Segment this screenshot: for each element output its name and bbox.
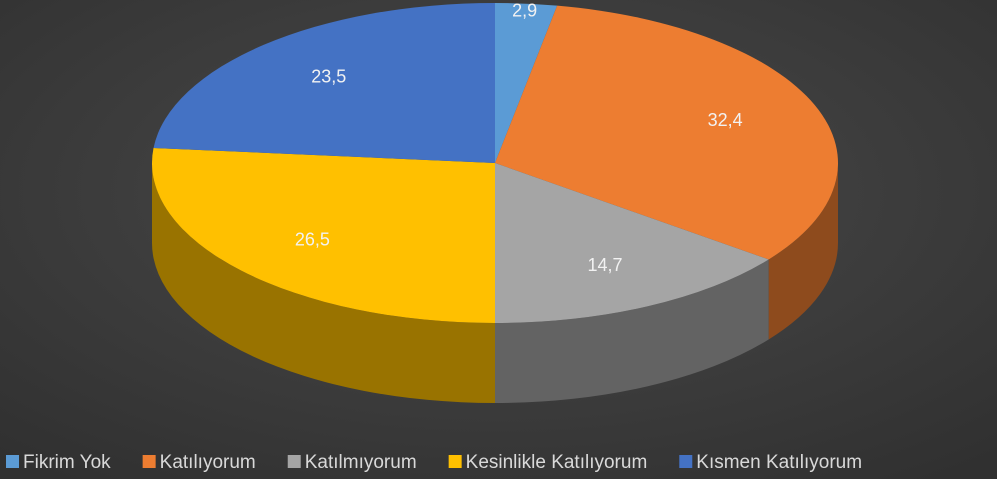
- data-label: 26,5: [295, 229, 330, 249]
- slice-side: [768, 163, 839, 340]
- legend-label: Katılmıyorum: [305, 452, 417, 473]
- slice: [495, 3, 558, 163]
- legend-label: Fikrim Yok: [23, 452, 111, 473]
- slice: [151, 147, 496, 323]
- slice: [153, 3, 495, 163]
- legend-swatch: [287, 455, 301, 468]
- slice-side: [152, 163, 495, 403]
- legend-label: Katılıyorum: [160, 452, 256, 473]
- slice: [495, 5, 838, 260]
- data-label: 14,7: [588, 255, 623, 275]
- legend-swatch: [142, 455, 156, 468]
- legend-swatch: [448, 455, 462, 468]
- legend-label: Kısmen Katılıyorum: [696, 452, 862, 473]
- data-label: 23,5: [311, 67, 346, 87]
- legend-swatch: [679, 455, 693, 468]
- slice-side: [495, 259, 769, 403]
- slice: [495, 163, 769, 323]
- data-label: 2,9: [512, 0, 537, 20]
- legend-label: Kesinlikle Katılıyorum: [466, 452, 648, 473]
- data-label: 32,4: [708, 110, 743, 130]
- legend-swatch: [6, 455, 19, 468]
